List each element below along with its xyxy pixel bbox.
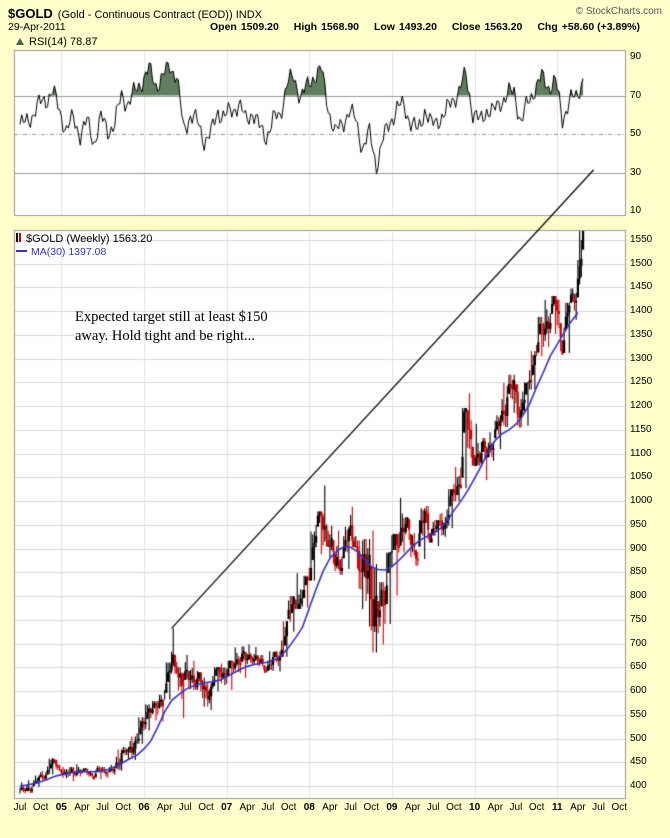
open-label: Open bbox=[210, 21, 237, 33]
price-axis-tick: 400 bbox=[630, 780, 647, 791]
price-axis-tick: 1300 bbox=[630, 352, 653, 364]
x-axis-month-label: Jul bbox=[96, 802, 110, 813]
change-value: +58.60 (+3.89%) bbox=[561, 21, 640, 33]
price-axis-tick: 1100 bbox=[630, 447, 652, 459]
price-axis-tick: 1400 bbox=[630, 305, 653, 317]
x-axis-month-label: Oct bbox=[32, 802, 49, 813]
symbol-description: (Gold - Continuous Contract (EOD)) INDX bbox=[57, 9, 262, 21]
indicator-triangle-icon bbox=[16, 38, 24, 45]
price-axis-tick: 900 bbox=[630, 542, 647, 554]
price-axis-tick: 1350 bbox=[630, 328, 653, 340]
price-axis-tick: 1050 bbox=[630, 471, 653, 483]
price-axis-tick: 1200 bbox=[630, 400, 653, 412]
x-axis-month-label: Jul bbox=[261, 802, 275, 813]
price-axis-tick: 950 bbox=[630, 518, 647, 530]
price-axis-tick: 450 bbox=[630, 756, 647, 768]
x-axis-month-label: Apr bbox=[74, 802, 90, 813]
price-axis-tick: 800 bbox=[630, 590, 647, 602]
high-label: High bbox=[293, 21, 318, 33]
price-axis-tick: 1150 bbox=[630, 423, 652, 435]
chart-annotation: Expected target still at least $150 away… bbox=[75, 308, 268, 346]
rsi-axis-tick: 90 bbox=[630, 51, 642, 62]
price-axis-tick: 700 bbox=[630, 637, 647, 649]
price-axis-tick: 850 bbox=[630, 566, 647, 578]
rsi-axis-tick: 70 bbox=[630, 89, 642, 101]
ohlc-quote: Open 1509.20 High 1568.90 Low 1493.20 Close… bbox=[210, 21, 640, 33]
price-axis-tick: 750 bbox=[630, 613, 647, 625]
x-axis-year-label: 08 bbox=[303, 802, 315, 813]
price-axis-tick: 500 bbox=[630, 732, 647, 744]
rsi-legend: RSI(14) 78.87 bbox=[16, 36, 97, 48]
candlestick-icon bbox=[16, 233, 18, 242]
symbol: $GOLD bbox=[8, 6, 53, 21]
x-axis-year-label: 10 bbox=[469, 802, 481, 813]
low-value: 1493.20 bbox=[398, 21, 437, 33]
x-axis-month-label: Jul bbox=[592, 802, 605, 813]
close-value: 1563.20 bbox=[484, 21, 523, 33]
price-axis-tick: 600 bbox=[630, 685, 647, 697]
open-value: 1509.20 bbox=[240, 21, 279, 33]
x-axis-year-label: 09 bbox=[386, 802, 398, 813]
price-axis-tick: 1250 bbox=[630, 376, 653, 388]
low-label: Low bbox=[373, 21, 395, 33]
x-axis-month-label: Apr bbox=[239, 802, 256, 813]
x-axis-month-label: Jul bbox=[13, 802, 27, 813]
x-axis-month-label: Apr bbox=[156, 802, 173, 813]
annotation-line-1: Expected target still at least $150 bbox=[75, 309, 268, 325]
price-axis-tick: 650 bbox=[630, 661, 647, 673]
x-axis-month-label: Oct bbox=[198, 802, 214, 813]
x-axis-month-label: Jul bbox=[178, 802, 192, 813]
x-axis-month-label: Apr bbox=[487, 802, 504, 813]
price-axis-tick: 1000 bbox=[630, 495, 653, 507]
time-axis: Jul Oct 05 Apr Jul Oct 06 Apr Jul Oct 07 Apr Jul Oct 0… bbox=[0, 802, 670, 818]
change-label: Chg bbox=[537, 21, 558, 33]
copyright-watermark: © StockCharts.com bbox=[575, 6, 662, 17]
rsi-axis-tick: 10 bbox=[630, 205, 642, 216]
x-axis-year-label: 11 bbox=[551, 802, 563, 813]
x-axis-month-label: Apr bbox=[570, 802, 586, 813]
chart-header: $GOLD (Gold - Continuous Contract (EOD)) … bbox=[8, 5, 262, 23]
price-axis-tick: 550 bbox=[630, 708, 647, 720]
price-axis-tick: 1550 bbox=[630, 234, 653, 245]
ma-legend: MA(30) 1397.08 bbox=[16, 246, 106, 258]
x-axis-month-label: Oct bbox=[363, 802, 380, 813]
x-axis-year-label: 05 bbox=[55, 802, 67, 813]
price-legend-label: $GOLD (Weekly) 1563.20 bbox=[26, 233, 153, 245]
price-axis-tick: 1500 bbox=[630, 257, 653, 269]
chart-date: 29-Apr-2011 bbox=[8, 21, 66, 33]
close-label: Close bbox=[451, 21, 481, 33]
ma-legend-label: MA(30) 1397.08 bbox=[31, 246, 107, 258]
x-axis-month-label: Oct bbox=[115, 802, 132, 813]
x-axis-month-label: Apr bbox=[322, 802, 338, 813]
rsi-legend-label: RSI(14) 78.87 bbox=[29, 36, 98, 48]
x-axis-month-label: Oct bbox=[446, 802, 462, 813]
x-axis-year-label: 06 bbox=[138, 802, 150, 813]
x-axis-month-label: Oct bbox=[611, 802, 628, 813]
rsi-axis-tick: 50 bbox=[630, 128, 642, 139]
x-axis-month-label: Jul bbox=[426, 802, 440, 813]
high-value: 1568.90 bbox=[321, 21, 360, 33]
x-axis-year-label: 07 bbox=[221, 802, 233, 813]
price-legend: $GOLD (Weekly) 1563.20 bbox=[16, 233, 152, 245]
x-axis-month-label: Oct bbox=[528, 802, 545, 813]
ma-line-icon bbox=[16, 250, 27, 252]
x-axis-month-label: Oct bbox=[280, 802, 297, 813]
x-axis-month-label: Jul bbox=[509, 802, 523, 813]
x-axis-month-label: Jul bbox=[344, 802, 358, 813]
price-axis-tick: 1450 bbox=[630, 281, 653, 293]
rsi-axis-tick: 30 bbox=[630, 166, 642, 178]
annotation-line-2: away. Hold tight and be right... bbox=[75, 328, 255, 345]
x-axis-month-label: Apr bbox=[404, 802, 421, 813]
